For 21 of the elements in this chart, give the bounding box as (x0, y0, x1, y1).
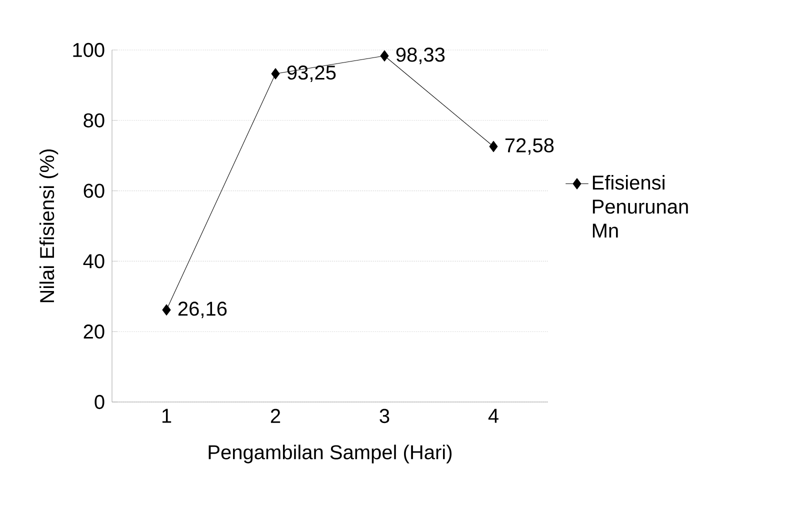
y-tick-label: 40 (83, 254, 104, 268)
point (162, 304, 171, 316)
y-axis-title: Nilai Efisiensi (%) (39, 149, 58, 302)
y-tick-label: 80 (84, 113, 104, 128)
data-label: 93,25 (287, 65, 336, 82)
x-tick-label: 2 (270, 408, 280, 423)
point (380, 50, 389, 62)
y-tick-label: 0 (94, 394, 104, 410)
point (489, 140, 498, 152)
data-label: 98,33 (396, 48, 445, 64)
point (271, 68, 280, 80)
y-tick-label: 20 (84, 324, 104, 339)
x-tick-label: 3 (380, 408, 390, 424)
data-label: 72,58 (505, 138, 554, 155)
legend-label: Efisiensi Penurunan Mn (592, 175, 688, 238)
y-tick-label: 60 (84, 184, 104, 198)
x-tick-label: 4 (488, 408, 498, 423)
x-axis-title: Pengambilan Sampel (Hari) (208, 444, 452, 464)
x-tick-label: 1 (162, 408, 172, 423)
y-tick-label: 100 (73, 42, 104, 58)
data-label: 26,16 (178, 302, 227, 318)
